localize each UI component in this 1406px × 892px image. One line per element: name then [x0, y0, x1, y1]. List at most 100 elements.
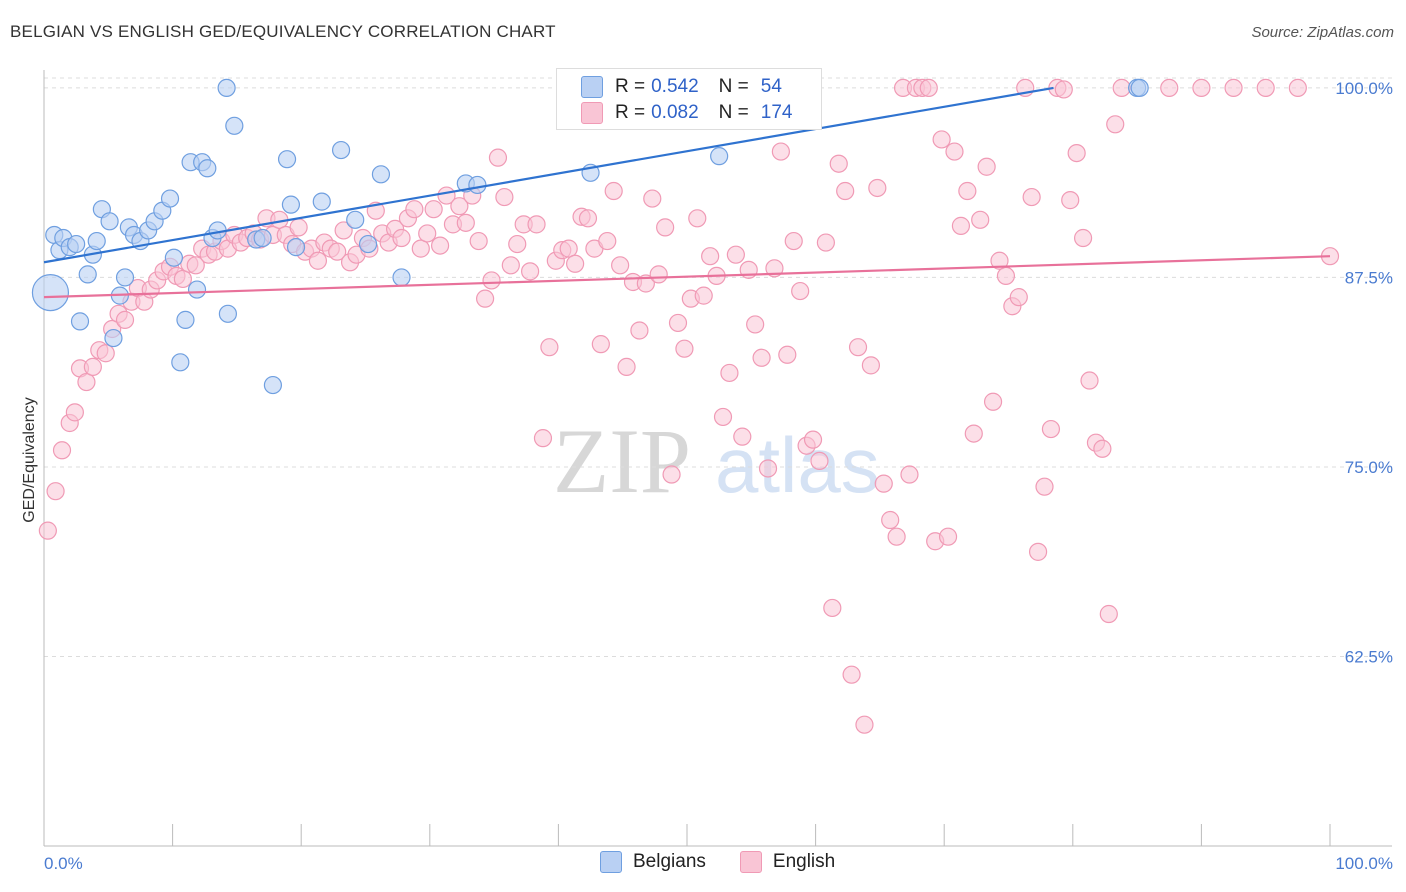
english-point [688, 209, 707, 228]
n-label: N = [718, 102, 749, 123]
english-point [938, 527, 958, 546]
belgians-legend-swatch [600, 851, 622, 873]
english-point [971, 210, 990, 229]
english-points [38, 78, 1340, 734]
legend-item-english[interactable]: English [739, 851, 836, 873]
r-value: 0.082 [651, 102, 699, 123]
english-point [424, 200, 443, 219]
n-label: N = [718, 76, 749, 97]
english-point [733, 427, 752, 446]
english-point [392, 228, 411, 248]
english-point [694, 286, 713, 305]
english-point [83, 357, 102, 376]
n-value: 54 [760, 76, 782, 97]
english-legend-swatch [739, 851, 762, 873]
english-point [173, 269, 192, 289]
belgians-point [253, 228, 272, 248]
legend-item-belgians[interactable]: Belgians [600, 851, 706, 873]
belgians-point [710, 147, 729, 166]
english-point [990, 251, 1009, 270]
english-point [868, 178, 887, 198]
english-point [405, 200, 424, 219]
belgians-point [358, 234, 378, 254]
english-point [1160, 78, 1179, 98]
english-point [115, 310, 135, 329]
english-point [65, 403, 84, 422]
english-point [1009, 288, 1028, 307]
english-point [77, 372, 96, 392]
legend-label-belgians: Belgians [633, 851, 706, 872]
english-point [900, 465, 919, 484]
english-point [611, 256, 630, 275]
english-point [778, 345, 797, 364]
english-point [675, 339, 694, 358]
english-point [951, 216, 971, 235]
english-point [810, 451, 829, 470]
english-point [758, 459, 778, 478]
english-point [1022, 187, 1041, 207]
english-point [540, 338, 559, 357]
english-point [784, 231, 803, 251]
belgians-point [218, 304, 237, 323]
english-point [945, 142, 964, 161]
english-point [52, 441, 72, 460]
y-axis-label: GED/Equivalency [21, 397, 38, 522]
english-point [881, 510, 900, 530]
english-point [521, 262, 540, 281]
english-point [501, 256, 520, 275]
english-point [842, 665, 861, 684]
belgians-point [1130, 78, 1149, 98]
belgians-point [346, 210, 365, 229]
belgians-point [70, 312, 90, 331]
belgians-point [78, 265, 97, 284]
english-point [450, 197, 469, 216]
legend-label-english: English [772, 851, 836, 872]
belgians-point [468, 175, 487, 195]
english-point [456, 213, 475, 232]
belgians-point [286, 238, 306, 257]
english-point [604, 181, 623, 201]
english-point [668, 313, 688, 333]
r-value: 0.542 [651, 76, 699, 97]
english-point [1054, 80, 1073, 99]
x-tick-label-max: 100.0% [1335, 854, 1393, 873]
english-point [578, 209, 598, 228]
english-point [1099, 604, 1118, 624]
english-point [720, 363, 739, 383]
english-point [508, 234, 527, 254]
belgians-point [67, 234, 86, 254]
english-point [495, 187, 514, 207]
english-point [874, 474, 893, 493]
english-point [996, 266, 1016, 286]
belgians-point [100, 212, 119, 231]
stats-legend: R = 0.542 N = 54 R = 0.082 N = 174 [556, 68, 822, 130]
english-point [411, 239, 430, 258]
english-point [829, 154, 848, 173]
y-tick-labels: 62.5% 75.0% 87.5% 100.0% [1335, 79, 1393, 667]
english-point [765, 259, 784, 278]
belgians-point [263, 375, 283, 395]
english-point [559, 239, 578, 258]
belgians-swatch [581, 76, 603, 98]
english-point [977, 157, 996, 176]
english-point [482, 271, 501, 290]
y-tick-label: 100.0% [1335, 79, 1393, 98]
belgians-point [187, 280, 207, 299]
english-point [1112, 78, 1131, 98]
english-point [713, 407, 733, 427]
english-point [1028, 542, 1048, 561]
english-trend-line [43, 255, 1331, 299]
watermark-zip: ZIP [553, 410, 691, 512]
english-point [958, 181, 977, 201]
english-point [566, 254, 585, 273]
chart-title: BELGIAN VS ENGLISH GED/EQUIVALENCY CORRE… [10, 22, 556, 41]
english-point [418, 224, 437, 243]
english-point [533, 429, 553, 448]
english-point [855, 715, 874, 734]
belgians-point [281, 195, 301, 214]
r-label: R = [615, 76, 646, 97]
english-point [649, 265, 668, 284]
belgians-point [331, 140, 351, 160]
english-point [630, 321, 649, 340]
english-point [816, 233, 835, 252]
